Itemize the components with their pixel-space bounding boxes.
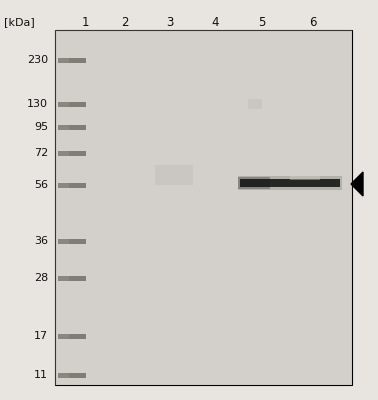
Bar	[238, 177, 270, 189]
Text: 28: 28	[34, 273, 48, 283]
Text: 230: 230	[27, 55, 48, 65]
Bar	[58, 334, 86, 338]
Text: 6: 6	[309, 16, 317, 28]
Text: 1: 1	[81, 16, 89, 28]
Bar	[238, 176, 342, 190]
Text: 17: 17	[34, 331, 48, 341]
Bar	[58, 124, 86, 130]
Text: 56: 56	[34, 180, 48, 190]
Text: 72: 72	[34, 148, 48, 158]
Bar	[69, 276, 86, 280]
Bar	[58, 58, 86, 62]
Bar	[58, 102, 86, 106]
Bar	[69, 58, 86, 62]
Bar	[58, 276, 86, 280]
Bar	[55, 30, 352, 385]
Bar	[290, 176, 320, 180]
Bar	[69, 238, 86, 244]
Bar	[155, 165, 193, 185]
Text: 3: 3	[166, 16, 174, 28]
Bar	[240, 179, 340, 187]
Bar	[69, 182, 86, 188]
Bar	[58, 150, 86, 156]
Bar	[69, 372, 86, 378]
Bar	[69, 124, 86, 130]
Bar	[69, 150, 86, 156]
Text: 11: 11	[34, 370, 48, 380]
Bar	[55, 30, 352, 385]
Text: 5: 5	[258, 16, 266, 28]
Text: [kDa]: [kDa]	[4, 17, 35, 27]
Polygon shape	[351, 172, 363, 196]
Text: 130: 130	[27, 99, 48, 109]
Text: 4: 4	[211, 16, 219, 28]
Bar	[69, 334, 86, 338]
Text: 95: 95	[34, 122, 48, 132]
Bar	[248, 99, 262, 109]
Bar	[58, 182, 86, 188]
Text: 36: 36	[34, 236, 48, 246]
Bar	[58, 238, 86, 244]
Text: 2: 2	[121, 16, 129, 28]
Bar	[58, 372, 86, 378]
Bar	[69, 102, 86, 106]
